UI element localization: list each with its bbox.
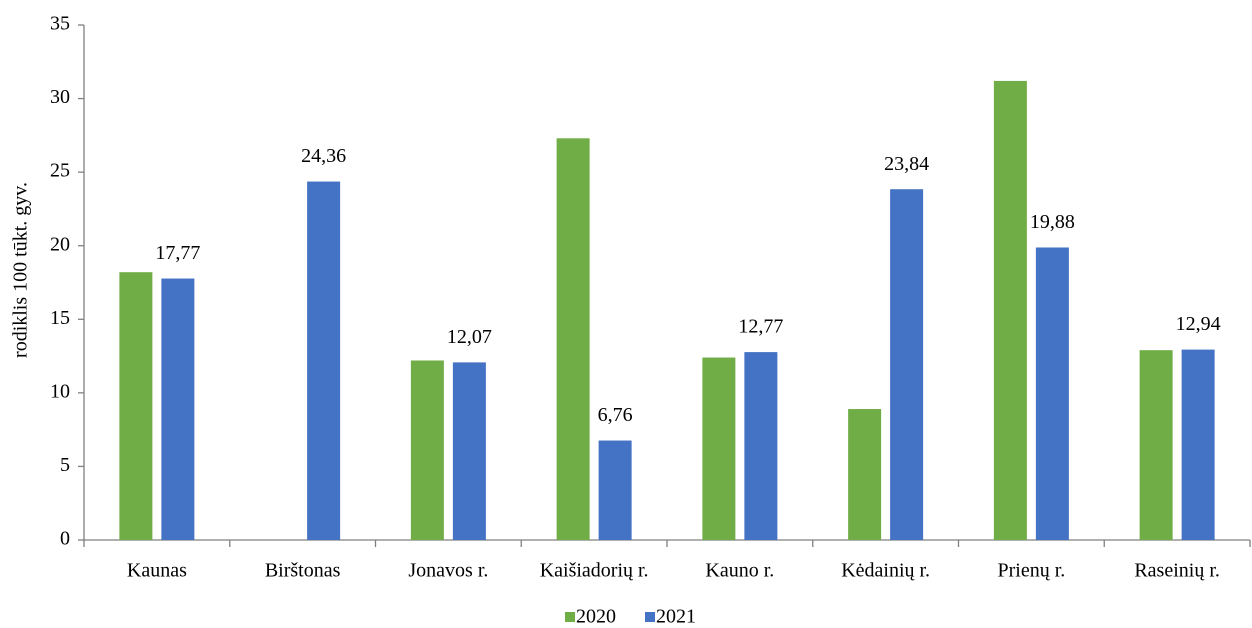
x-tick-label: Raseinių r. <box>1134 560 1220 582</box>
x-tick-label: Jonavos r. <box>408 560 488 582</box>
x-tick-label: Kaišiadorių r. <box>540 560 649 582</box>
data-label: 12,07 <box>447 326 492 348</box>
legend-swatch <box>565 612 575 622</box>
y-tick-label: 15 <box>50 307 70 329</box>
x-tick-label: Kaunas <box>127 560 187 582</box>
data-label: 12,94 <box>1176 313 1221 335</box>
bar <box>119 272 153 540</box>
y-tick-label: 0 <box>60 528 70 550</box>
bar <box>452 362 486 540</box>
y-tick-label: 5 <box>60 454 70 476</box>
bar <box>410 360 444 540</box>
data-label: 17,77 <box>155 242 200 264</box>
legend-swatch <box>645 612 655 622</box>
bar <box>1139 350 1173 540</box>
y-tick-label: 25 <box>50 160 70 182</box>
data-label: 24,36 <box>301 145 346 167</box>
bar <box>556 138 590 541</box>
bar <box>598 440 632 540</box>
legend-label: 2021 <box>656 606 696 628</box>
legend-label: 2020 <box>576 606 616 628</box>
bar <box>702 357 736 540</box>
y-tick-label: 20 <box>50 233 70 255</box>
data-label: 23,84 <box>884 153 929 175</box>
x-tick-label: Birštonas <box>265 560 341 582</box>
data-label: 6,76 <box>598 404 633 426</box>
data-label: 19,88 <box>1030 211 1075 233</box>
y-tick-label: 10 <box>50 380 70 402</box>
y-tick-label: 35 <box>50 13 70 35</box>
y-tick-label: 30 <box>50 86 70 108</box>
bar <box>307 181 341 540</box>
y-axis-label: rodiklis 100 tūkt. gyv. <box>10 182 32 358</box>
bar <box>1035 247 1069 541</box>
bar <box>993 80 1027 541</box>
bar <box>848 409 882 540</box>
data-label: 12,77 <box>738 316 783 338</box>
bar <box>161 278 195 540</box>
x-tick-label: Kėdainių r. <box>841 560 930 582</box>
x-tick-label: Kauno r. <box>705 560 774 582</box>
bar <box>1181 349 1215 540</box>
x-tick-label: Prienų r. <box>997 560 1065 582</box>
bar <box>890 189 924 540</box>
bar <box>744 352 778 540</box>
